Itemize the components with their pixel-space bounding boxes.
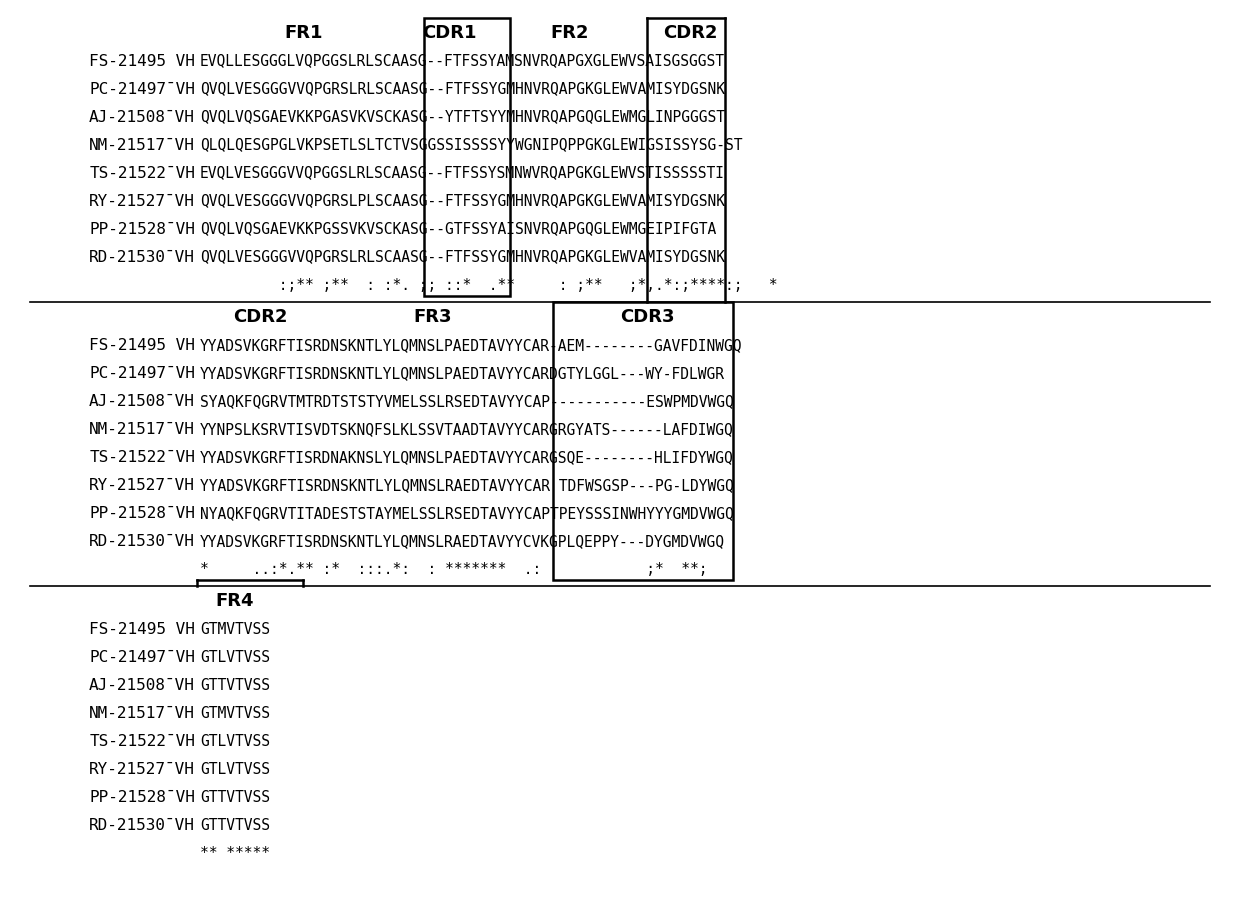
Text: FR1: FR1 bbox=[284, 24, 322, 42]
Text: GTLVTVSS: GTLVTVSS bbox=[200, 650, 270, 665]
Text: CDR2: CDR2 bbox=[233, 308, 288, 326]
Text: AJ-21508¯VH: AJ-21508¯VH bbox=[89, 394, 195, 409]
Text: YYADSVKGRFTISRDNSKNTLYLQMNSLRAEDTAVYYCVKGPLQEPPY---DYGMDVWGQ: YYADSVKGRFTISRDNSKNTLYLQMNSLRAEDTAVYYCVK… bbox=[200, 533, 725, 548]
Text: PP-21528¯VH: PP-21528¯VH bbox=[89, 222, 195, 236]
Text: GTMVTVSS: GTMVTVSS bbox=[200, 706, 270, 721]
Text: GTTVTVSS: GTTVTVSS bbox=[200, 790, 270, 805]
Text: YYADSVKGRFTISRDNSKNTLYLQMNSLPAEDTAVYYCARDGTYLGGL---WY-FDLWGR: YYADSVKGRFTISRDNSKNTLYLQMNSLPAEDTAVYYCAR… bbox=[200, 366, 725, 380]
Text: NM-21517¯VH: NM-21517¯VH bbox=[89, 138, 195, 152]
Text: AJ-21508¯VH: AJ-21508¯VH bbox=[89, 677, 195, 693]
Text: PC-21497¯VH: PC-21497¯VH bbox=[89, 650, 195, 665]
Text: GTLVTVSS: GTLVTVSS bbox=[200, 734, 270, 749]
Text: SYAQKFQGRVTMTRDTSTSTYVMELSSLRSEDTAVYYCAP-----------ESWPMDVWGQ: SYAQKFQGRVTMTRDTSTSTYVMELSSLRSEDTAVYYCAP… bbox=[200, 394, 734, 409]
Text: EVQLVESGGGVVQPGGSLRLSCAASG--FTFSSYSMNWVRQAPGKGLEWVSTISSSSSTI: EVQLVESGGGVVQPGGSLRLSCAASG--FTFSSYSMNWVR… bbox=[200, 165, 725, 181]
Text: NM-21517¯VH: NM-21517¯VH bbox=[89, 422, 195, 437]
Text: RD-21530¯VH: RD-21530¯VH bbox=[89, 249, 195, 265]
Text: YYADSVKGRFTISRDNAKNSLYLQMNSLPAEDTAVYYCARGSQE--------HLIFDYWGQ: YYADSVKGRFTISRDNAKNSLYLQMNSLPAEDTAVYYCAR… bbox=[200, 450, 734, 464]
Text: *     ..:*.** :*  :::.*:  : *******  .:            ;*  **;: * ..:*.** :* :::.*: : ******* .: ;* **; bbox=[200, 562, 708, 577]
Text: YYADSVKGRFTISRDNSKNTLYLQMNSLRAEDTAVYYCAR TDFWSGSP---PG-LDYWGQ: YYADSVKGRFTISRDNSKNTLYLQMNSLRAEDTAVYYCAR… bbox=[200, 478, 734, 493]
Text: TS-21522¯VH: TS-21522¯VH bbox=[89, 450, 195, 464]
Text: PC-21497¯VH: PC-21497¯VH bbox=[89, 366, 195, 380]
Text: PC-21497¯VH: PC-21497¯VH bbox=[89, 81, 195, 97]
Text: YYADSVKGRFTISRDNSKNTLYLQMNSLPAEDTAVYYCAR-AEM--------GAVFDINWGQ: YYADSVKGRFTISRDNSKNTLYLQMNSLPAEDTAVYYCAR… bbox=[200, 338, 743, 353]
Text: FS-21495 VH: FS-21495 VH bbox=[89, 622, 195, 637]
Text: RY-21527¯VH: RY-21527¯VH bbox=[89, 761, 195, 777]
Text: GTTVTVSS: GTTVTVSS bbox=[200, 818, 270, 833]
Text: FR3: FR3 bbox=[413, 308, 451, 326]
Text: RD-21530¯VH: RD-21530¯VH bbox=[89, 818, 195, 833]
Text: QVQLVQSGAEVKKPGSSVKVSCKASG--GTFSSYAISNVRQAPGQGLEWMGEIPIFGTA: QVQLVQSGAEVKKPGSSVKVSCKASG--GTFSSYAISNVR… bbox=[200, 222, 717, 236]
Text: ** *****: ** ***** bbox=[200, 845, 270, 861]
Text: EVQLLESGGGLVQPGGSLRLSCAASG--FTFSSYAMSNVRQAPGXGLEWVSAISGSGGST: EVQLLESGGGLVQPGGSLRLSCAASG--FTFSSYAMSNVR… bbox=[200, 54, 725, 68]
Text: RY-21527¯VH: RY-21527¯VH bbox=[89, 478, 195, 493]
Text: RD-21530¯VH: RD-21530¯VH bbox=[89, 533, 195, 548]
Text: :;** ;**  : :*. ;; ::*  .**     : ;**   ;*,.*:;****:;   *: :;** ;** : :*. ;; ::* .** : ;** ;*,.*:;*… bbox=[200, 278, 777, 293]
Text: CDR3: CDR3 bbox=[620, 308, 675, 326]
Text: QVQLVESGGGVVQPGRSLPLSCAASG--FTFSSYGMHNVRQAPGKGLEWVAMISYDGSNK: QVQLVESGGGVVQPGRSLPLSCAASG--FTFSSYGMHNVR… bbox=[200, 194, 725, 209]
Text: NM-21517¯VH: NM-21517¯VH bbox=[89, 706, 195, 721]
Text: QVQLVQSGAEVKKPGASVKVSCKASG--YTFTSYYMHNVRQAPGQGLEWMGLINPGGGST: QVQLVQSGAEVKKPGASVKVSCKASG--YTFTSYYMHNVR… bbox=[200, 110, 725, 125]
Text: FR2: FR2 bbox=[551, 24, 589, 42]
Text: PP-21528¯VH: PP-21528¯VH bbox=[89, 790, 195, 805]
Text: TS-21522¯VH: TS-21522¯VH bbox=[89, 734, 195, 749]
Text: TS-21522¯VH: TS-21522¯VH bbox=[89, 165, 195, 181]
Text: QVQLVESGGGVVQPGRSLRLSCAASG--FTFSSYGMHNVRQAPGKGLEWVAMISYDGSNK: QVQLVESGGGVVQPGRSLRLSCAASG--FTFSSYGMHNVR… bbox=[200, 249, 725, 265]
Text: NYAQKFQGRVTITADESTSTAYMELSSLRSEDTAVYYCAPTPEYSSSINWHYYYGMDVWGQ: NYAQKFQGRVTITADESTSTAYMELSSLRSEDTAVYYCAP… bbox=[200, 506, 734, 521]
Text: FS-21495 VH: FS-21495 VH bbox=[89, 338, 195, 353]
Text: GTLVTVSS: GTLVTVSS bbox=[200, 761, 270, 777]
Text: QVQLVESGGGVVQPGRSLRLSCAASG--FTFSSYGMHNVRQAPGKGLEWVAMISYDGSNK: QVQLVESGGGVVQPGRSLRLSCAASG--FTFSSYGMHNVR… bbox=[200, 81, 725, 97]
Text: FR4: FR4 bbox=[216, 593, 254, 610]
Text: YYNPSLKSRVTISVDTSKNQFSLKLSSVTAADTAVYYCARGRGYATS------LAFDIWGQ: YYNPSLKSRVTISVDTSKNQFSLKLSSVTAADTAVYYCAR… bbox=[200, 422, 734, 437]
Text: GTTVTVSS: GTTVTVSS bbox=[200, 677, 270, 693]
Text: PP-21528¯VH: PP-21528¯VH bbox=[89, 506, 195, 521]
Text: CDR2: CDR2 bbox=[663, 24, 718, 42]
Bar bbox=[553, 302, 733, 581]
Text: CDR1: CDR1 bbox=[422, 24, 476, 42]
Text: RY-21527¯VH: RY-21527¯VH bbox=[89, 194, 195, 209]
Text: FS-21495 VH: FS-21495 VH bbox=[89, 54, 195, 68]
Text: GTMVTVSS: GTMVTVSS bbox=[200, 622, 270, 637]
Bar bbox=[424, 18, 510, 296]
Text: QLQLQESGPGLVKPSETLSLTCTVSGGSSISSSSYYWGNIPQPPGKGLEWIGSISSYSG-ST: QLQLQESGPGLVKPSETLSLTCTVSGGSSISSSSYYWGNI… bbox=[200, 138, 743, 152]
Text: AJ-21508¯VH: AJ-21508¯VH bbox=[89, 110, 195, 125]
